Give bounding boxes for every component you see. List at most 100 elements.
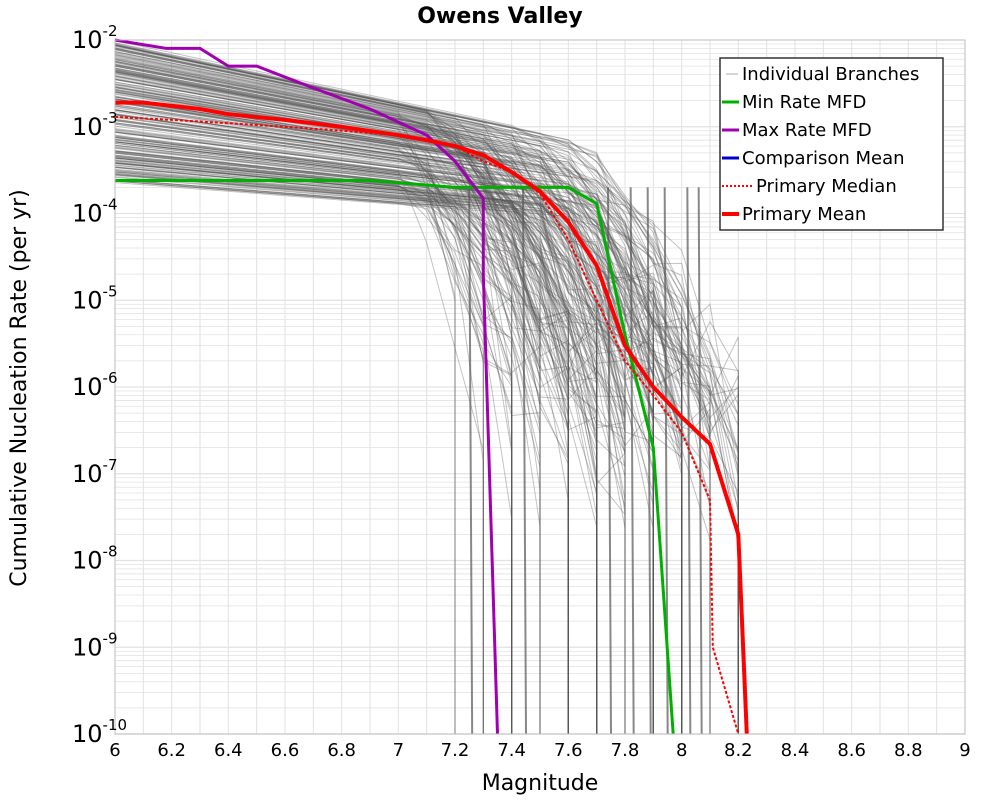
series-min-rate-mfd (115, 179, 675, 735)
branch-line (114, 71, 541, 734)
branch-line (114, 98, 626, 734)
branch-line (114, 114, 683, 734)
branch-line (114, 70, 683, 734)
branch-line (114, 63, 739, 734)
branch-line (114, 60, 654, 734)
branch-drop (646, 187, 652, 735)
branch-line (114, 150, 626, 734)
branch-line (114, 157, 683, 734)
branch-line (114, 104, 654, 734)
branch-line (114, 118, 654, 734)
branch-line (114, 64, 654, 734)
series-max-rate-mfd (114, 38, 499, 735)
y-tick-label: 10-6 (72, 369, 118, 401)
branch-line (114, 142, 598, 734)
branch-line (114, 147, 541, 734)
branch-drop (607, 187, 612, 735)
x-tick-label: 7.4 (497, 740, 526, 761)
branch-line (114, 122, 683, 734)
branch-line (114, 55, 711, 734)
legend-label-primary-mean: Primary Mean (742, 204, 866, 225)
branch-line (114, 113, 569, 734)
branch-line (114, 43, 739, 734)
branch-line (114, 73, 739, 734)
branch-line (114, 77, 654, 734)
branch-line (114, 100, 598, 734)
y-tick-label: 10-8 (72, 543, 118, 575)
branch-line (114, 92, 654, 734)
branch-line (114, 83, 654, 734)
branch-line (114, 99, 711, 734)
branch-line (114, 163, 626, 734)
branch-line (114, 61, 541, 734)
branch-line (114, 100, 683, 734)
branch-line (114, 68, 569, 734)
branch-line (114, 137, 598, 734)
branch-line (114, 128, 569, 734)
branch-line (114, 169, 598, 734)
branch-line (114, 49, 739, 734)
branch-line (114, 56, 739, 734)
branch-line (114, 106, 541, 734)
branch-line (114, 168, 654, 734)
series-lines (114, 38, 749, 735)
legend-label-min-rate: Min Rate MFD (742, 92, 866, 113)
x-tick-label: 8.6 (837, 740, 866, 761)
branch-line (114, 45, 513, 734)
branch-line (114, 166, 626, 734)
x-axis-ticks: 6 6.2 6.4 6.6 6.8 7 7.2 7.4 7.6 7.8 8 8.2 8.4 8.6 8.8 9 (109, 740, 970, 761)
branch-line (114, 142, 598, 734)
branch-drop (468, 187, 474, 735)
y-tick-label: 10-3 (72, 109, 118, 141)
branch-line (114, 74, 598, 734)
branch-line (114, 44, 626, 734)
branch-line (114, 159, 626, 734)
branch-line (114, 137, 626, 734)
x-tick-label: 6.4 (214, 740, 243, 761)
branch-line (114, 156, 598, 734)
branch-line (114, 75, 598, 734)
y-tick-label: 10-10 (72, 716, 127, 748)
branch-line (114, 71, 569, 734)
branch-line (114, 44, 626, 734)
branch-line (114, 174, 598, 734)
branch-line (114, 49, 598, 734)
x-tick-label: 9 (959, 740, 970, 761)
branch-line (114, 162, 739, 734)
branch-line (114, 166, 626, 734)
x-tick-label: 6.2 (157, 740, 186, 761)
branch-line (114, 134, 711, 734)
branch-line (114, 65, 598, 734)
branch-line (114, 59, 683, 734)
branch-line (114, 136, 569, 734)
branch-line (114, 98, 541, 734)
branch-line (114, 54, 654, 734)
branch-line (114, 178, 711, 734)
branch-line (114, 51, 711, 734)
legend-label-comparison-mean: Comparison Mean (742, 148, 905, 169)
branch-drop (629, 187, 635, 735)
branch-line (114, 114, 569, 734)
x-tick-label: 6.6 (271, 740, 300, 761)
branch-line (114, 179, 654, 734)
branch-line (114, 131, 598, 734)
y-axis-label: Cumulative Nucleation Rate (per yr) (7, 189, 32, 587)
y-tick-label: 10-9 (72, 629, 118, 661)
branch-line (114, 140, 711, 734)
branch-line (114, 75, 598, 734)
branch-line (114, 48, 654, 734)
branch-line (114, 69, 626, 734)
branch-line (114, 123, 739, 734)
branch-line (114, 113, 626, 734)
legend: Individual Branches Min Rate MFD Max Rat… (719, 57, 944, 231)
branch-line (114, 123, 541, 734)
branch-line (114, 144, 626, 734)
branch-line (114, 108, 739, 734)
branch-line (114, 131, 683, 734)
branch-line (114, 98, 569, 734)
branch-line (114, 114, 569, 734)
branch-line (114, 100, 541, 734)
branch-line (114, 162, 654, 734)
branch-line (114, 141, 654, 734)
